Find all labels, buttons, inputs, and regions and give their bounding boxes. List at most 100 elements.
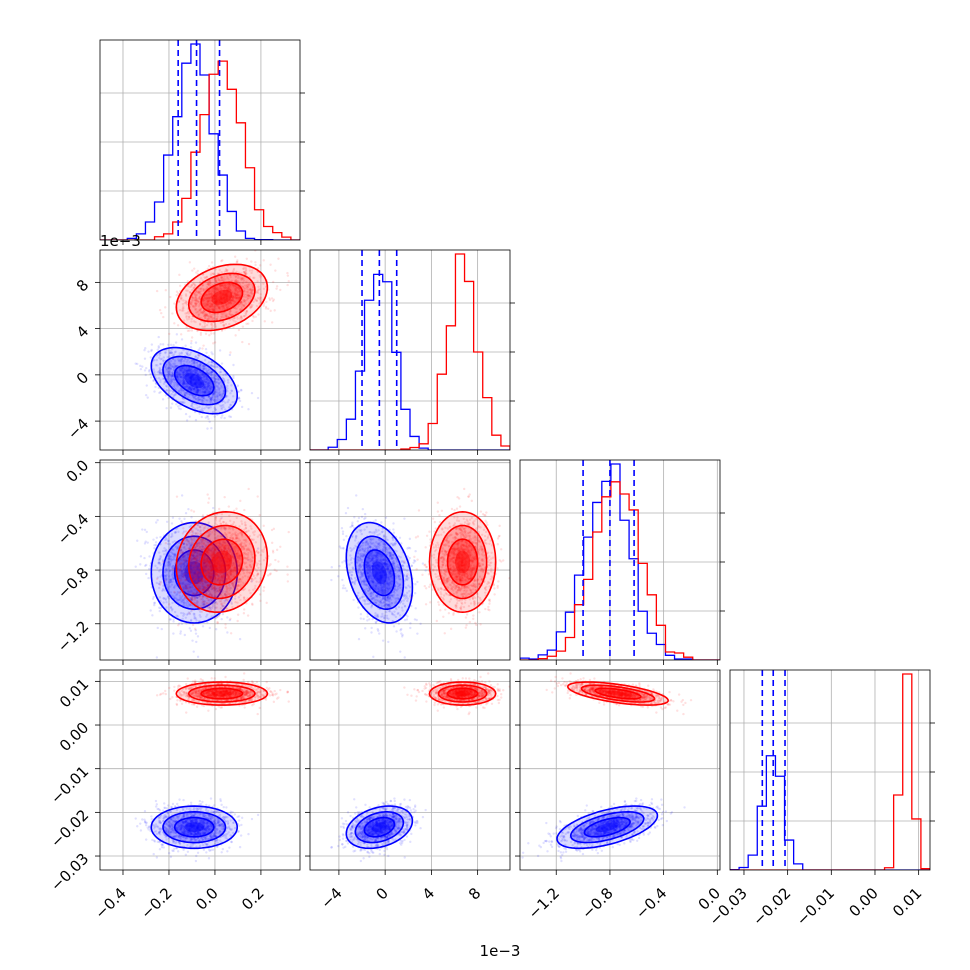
sample-point [209,284,213,287]
sample-point [190,516,193,519]
sample-point [204,314,208,317]
sample-point [181,371,184,374]
sample-point [257,285,260,289]
sample-point [252,316,255,319]
sample-point [201,407,204,410]
sample-point [175,364,179,368]
sample-point [222,399,225,403]
sample-point [243,272,247,275]
sample-point [159,390,162,394]
sample-point [179,630,183,633]
sample-point [151,614,154,617]
sample-point [210,315,213,318]
sample-point [257,288,260,292]
sample-point [188,385,192,389]
sample-point [269,309,272,313]
sample-point [206,296,210,300]
sample-point [197,290,200,294]
sample-point [209,305,212,309]
sample-point [210,272,213,275]
sample-point [215,628,218,631]
sample-point [205,296,208,299]
sample-point [256,291,260,295]
sample-point [229,301,233,304]
sample-point [230,313,233,317]
sample-point [225,287,228,290]
sample-point [208,315,211,318]
sample-point [214,304,217,307]
sample-point [220,283,224,287]
sample-point [203,386,206,389]
sample-point [225,269,228,273]
sample-point [221,414,224,417]
sample-point [224,623,227,626]
sample-point [232,319,235,322]
sample-point [149,609,152,612]
sample-point [205,378,209,381]
sample-point [222,304,225,308]
sample-point [238,288,242,291]
sample-point [183,302,186,305]
sample-point [218,393,221,396]
sample-point [175,495,179,498]
sample-point [238,293,241,297]
sample-point [192,305,195,308]
sample-point [249,287,252,291]
sample-point [230,302,233,305]
sample-point [268,297,271,300]
sample-point [179,369,183,372]
sample-point [192,650,195,653]
sample-point [196,635,200,638]
sample-point [198,303,201,306]
sample-point [208,282,211,285]
sample-point [202,310,205,313]
sample-point [191,394,195,397]
sample-point [218,349,222,352]
sample-point [220,404,223,407]
sample-point [233,292,236,296]
sample-point [182,379,185,382]
sample-point [232,299,235,302]
sample-point [215,385,218,388]
sample-point [182,370,186,374]
sample-point [186,370,189,373]
sample-point [243,288,246,291]
sample-point [275,548,279,552]
sample-point [143,528,147,532]
sample-point [229,403,232,407]
sample-point [214,408,217,411]
sample-point [212,391,216,395]
sample-point [216,377,219,381]
sample-point [244,302,247,305]
sample-point [156,364,159,367]
sample-point [234,278,238,282]
sample-point [209,399,213,402]
sample-point [198,290,202,294]
sample-point [229,275,232,279]
sample-point [215,388,218,392]
sample-point [200,373,203,377]
sample-point [185,391,188,395]
sample-point [162,359,165,363]
sample-point [134,362,137,365]
sample-point [149,356,152,359]
sample-point [229,288,232,292]
sample-point [237,287,240,290]
sample-point [203,384,207,388]
sample-point [218,306,221,310]
sample-point [155,536,159,540]
sample-point [218,286,222,290]
sample-point [237,281,241,284]
sample-point [207,378,210,382]
sample-point [186,353,189,357]
sample-point [202,299,205,302]
sample-point [205,297,208,300]
sample-point [238,290,242,293]
sample-point [176,358,180,361]
sample-point [179,358,182,362]
sample-point [164,350,167,354]
sample-point [201,302,205,305]
sample-point [228,284,231,287]
sample-point [212,316,215,320]
sample-point [165,364,168,367]
